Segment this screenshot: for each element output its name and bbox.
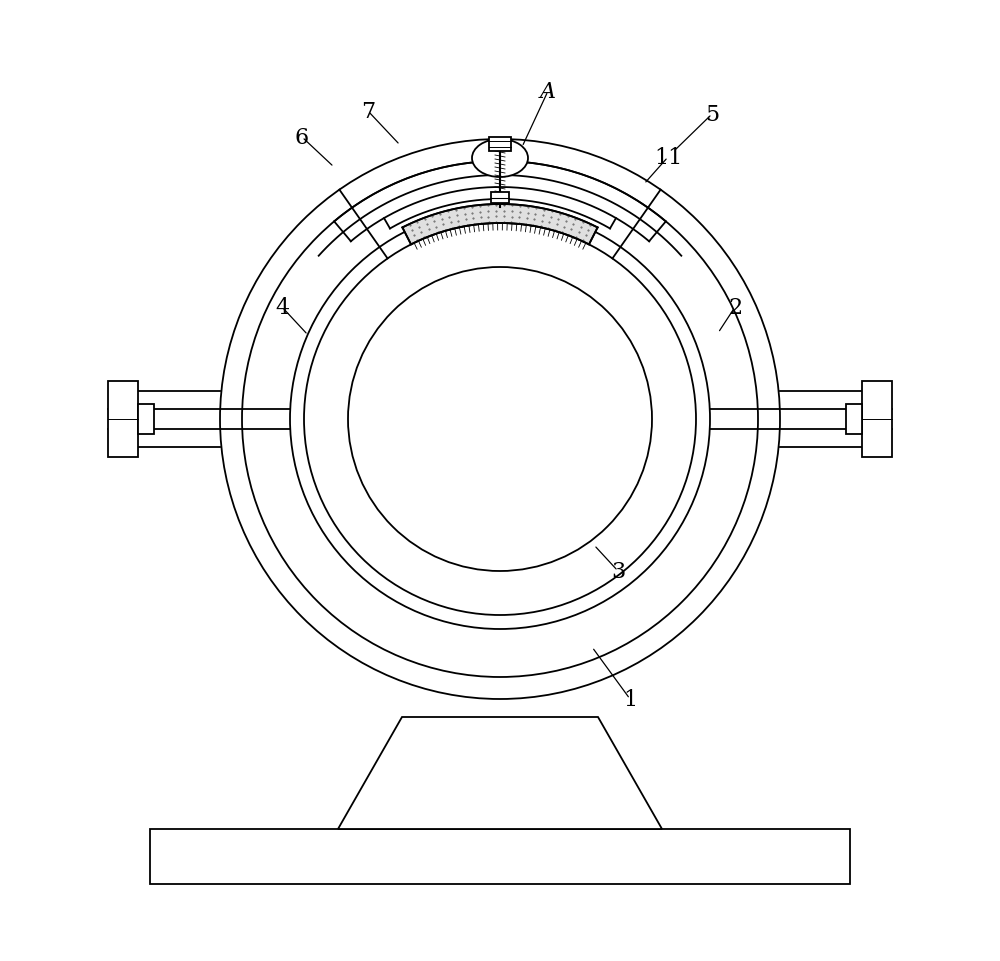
Text: 2: 2 [728,297,742,319]
Text: 6: 6 [295,127,309,149]
Text: 11: 11 [654,147,682,169]
Bar [491,193,509,204]
Bar [846,405,862,434]
Text: 4: 4 [275,297,289,319]
Text: A: A [540,81,556,103]
Text: 7: 7 [361,101,375,123]
Bar [138,405,154,434]
Text: 5: 5 [705,104,719,126]
Polygon shape [338,717,662,829]
Bar [108,382,138,457]
Text: 3: 3 [611,560,625,582]
Ellipse shape [472,140,528,178]
Polygon shape [402,205,598,245]
Bar [489,137,511,152]
Text: 1: 1 [623,688,637,710]
Bar [862,382,892,457]
Bar [150,829,850,884]
